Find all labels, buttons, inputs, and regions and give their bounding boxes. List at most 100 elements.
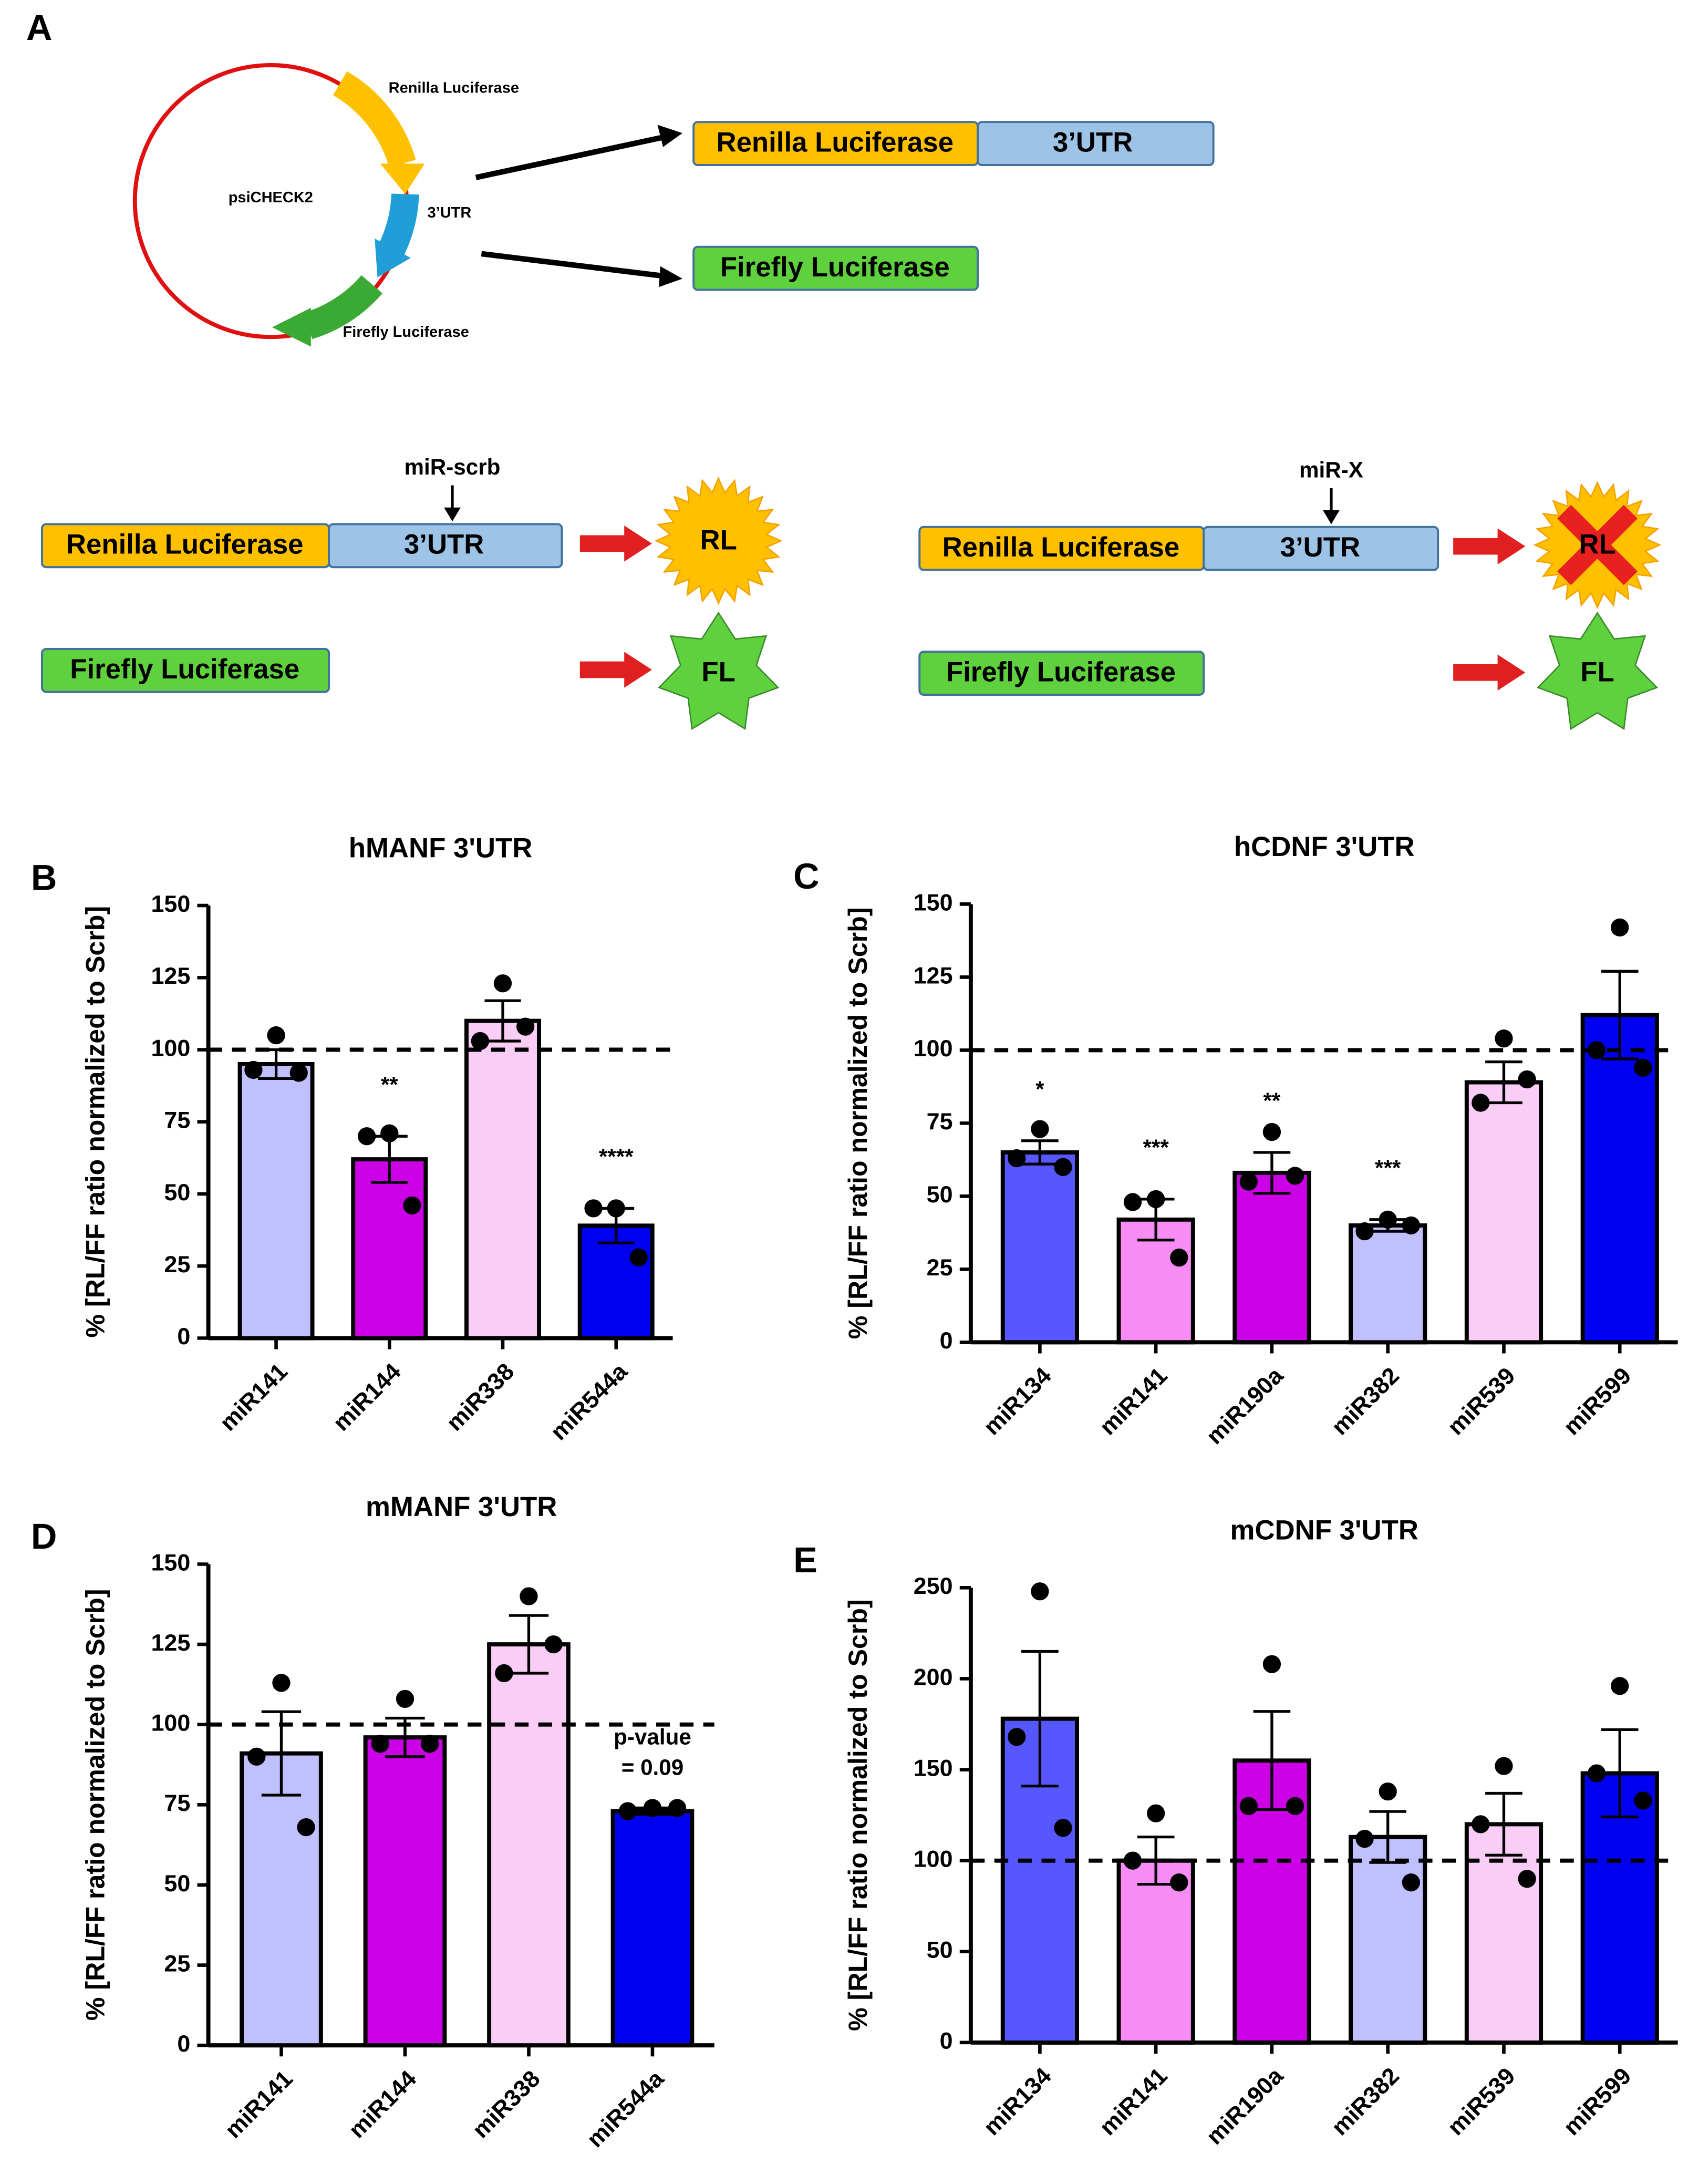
utr-label: 3’UTR: [404, 529, 484, 560]
y-tick-label: 150: [914, 1754, 953, 1781]
panel-label: B: [31, 858, 57, 898]
y-tick-label: 125: [914, 962, 953, 988]
data-point: [1472, 1094, 1490, 1112]
utr-arrow: [375, 238, 411, 277]
data-point: [618, 1802, 637, 1820]
data-point: [272, 1674, 291, 1692]
data-point: [1402, 1216, 1421, 1235]
x-tick-label: miR599: [1558, 1362, 1636, 1440]
chart-title: mMANF 3'UTR: [366, 1491, 557, 1522]
data-point: [1286, 1167, 1304, 1185]
bar: [464, 1018, 541, 1341]
error-bar: [509, 1614, 549, 1675]
data-point: [1262, 1655, 1281, 1673]
y-tick-label: 150: [151, 1549, 190, 1575]
y-tick-label: 150: [914, 889, 953, 915]
x-tick-label: miR338: [441, 1358, 519, 1436]
arrowhead: [444, 507, 461, 522]
arrow: [481, 251, 664, 279]
panel-label: A: [26, 7, 53, 48]
target: miR-X Renilla Luciferase 3’UTR Firefly L…: [918, 457, 1662, 730]
error-bar: [1137, 1835, 1175, 1886]
data-point: [1123, 1851, 1142, 1870]
plasmid-renilla: Renilla Luciferase: [389, 80, 519, 97]
significance: **: [1263, 1088, 1281, 1113]
data-point: [420, 1735, 439, 1753]
chart-title: hMANF 3'UTR: [349, 832, 533, 863]
data-point: [471, 1032, 489, 1050]
data-point: [1147, 1190, 1165, 1209]
utr-label: 3’UTR: [1053, 127, 1133, 158]
y-axis-label: % [RL/FF ratio normalized to Scrb]: [81, 1589, 110, 2021]
y-tick-label: 100: [151, 1034, 190, 1061]
y-tick-label: 125: [151, 1629, 190, 1656]
data-point: [1239, 1172, 1258, 1191]
y-tick-label: 200: [914, 1663, 953, 1690]
x-tick-label: miR141: [1094, 1362, 1173, 1440]
fl-label: FL: [1580, 656, 1614, 687]
error-bar: [1253, 1151, 1291, 1195]
data-point: [1008, 1149, 1026, 1168]
red-arrow: [579, 526, 652, 562]
x-tick-label: miR190a: [1201, 1362, 1289, 1449]
x-tick-label: miR338: [467, 2065, 545, 2144]
y-axis-label: % [RL/FF ratio normalized to Scrb]: [81, 906, 110, 1338]
bar: [1349, 1835, 1427, 2045]
firefly-box: [918, 651, 1205, 696]
data-point: [289, 1064, 308, 1082]
rl-label: RL: [1579, 529, 1615, 560]
bar: [487, 1642, 571, 2048]
data-point: [247, 1747, 266, 1766]
error-bar: [1485, 1060, 1522, 1105]
x-tick-label: miR539: [1442, 2062, 1520, 2140]
y-tick-label: 75: [164, 1107, 190, 1134]
arrow: [475, 135, 664, 180]
data-point: [1379, 1210, 1397, 1229]
y-tick-label: 100: [151, 1709, 190, 1736]
y-tick-label: 0: [940, 2027, 953, 2054]
y-axis-label: % [RL/FF ratio normalized to Scrb]: [843, 908, 873, 1340]
y-tick-label: 25: [927, 1254, 953, 1281]
data-point: [607, 1199, 625, 1218]
data-point: [1518, 1070, 1536, 1089]
renilla-label: Renilla Luciferase: [66, 529, 304, 560]
firefly-label: Firefly Luciferase: [70, 654, 299, 685]
y-tick-label: 0: [177, 2030, 190, 2057]
annotation: = 0.09: [621, 1755, 684, 1780]
bar: [1580, 1771, 1659, 2045]
data-point: [1054, 1158, 1072, 1176]
x-tick-label: miR134: [978, 1362, 1056, 1440]
bar: [351, 1157, 428, 1341]
data-point: [371, 1735, 390, 1753]
data-point: [584, 1199, 603, 1218]
bar: [240, 1751, 323, 2048]
arrowhead: [657, 125, 683, 147]
data-point: [544, 1635, 563, 1654]
data-point: [1170, 1248, 1188, 1267]
fl-star: [1537, 611, 1659, 730]
x-tick-label: miR544a: [582, 2065, 669, 2152]
data-point: [1355, 1222, 1374, 1241]
data-point: [643, 1799, 662, 1817]
x-tick-label: miR382: [1326, 1362, 1404, 1440]
data-point: [516, 1017, 535, 1036]
y-tick-label: 0: [940, 1327, 953, 1354]
annotation: p-value: [614, 1725, 691, 1749]
y-axis-label: % [RL/FF ratio normalized to Scrb]: [843, 1599, 873, 2031]
chart-title: hCDNF 3'UTR: [1234, 831, 1415, 862]
utr-box: [328, 523, 563, 569]
data-point: [1495, 1029, 1513, 1048]
significance: ****: [599, 1145, 634, 1169]
bar: [577, 1223, 655, 1341]
error-bar: [1253, 1710, 1291, 1811]
fl-label: FL: [701, 656, 735, 687]
firefly-arrow: [272, 307, 311, 347]
firefly-box: [40, 647, 330, 693]
bar: [1464, 1822, 1543, 2045]
data-point: [1472, 1815, 1490, 1833]
y-tick-label: 50: [927, 1181, 953, 1208]
